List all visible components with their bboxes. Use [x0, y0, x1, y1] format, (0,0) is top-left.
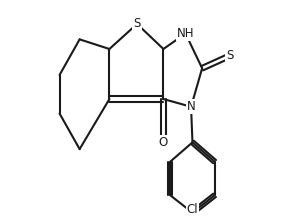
- Text: N: N: [187, 100, 196, 113]
- Text: O: O: [159, 136, 168, 149]
- Text: Cl: Cl: [187, 203, 198, 216]
- Text: S: S: [226, 49, 233, 62]
- Text: S: S: [133, 17, 141, 30]
- Text: NH: NH: [177, 27, 194, 40]
